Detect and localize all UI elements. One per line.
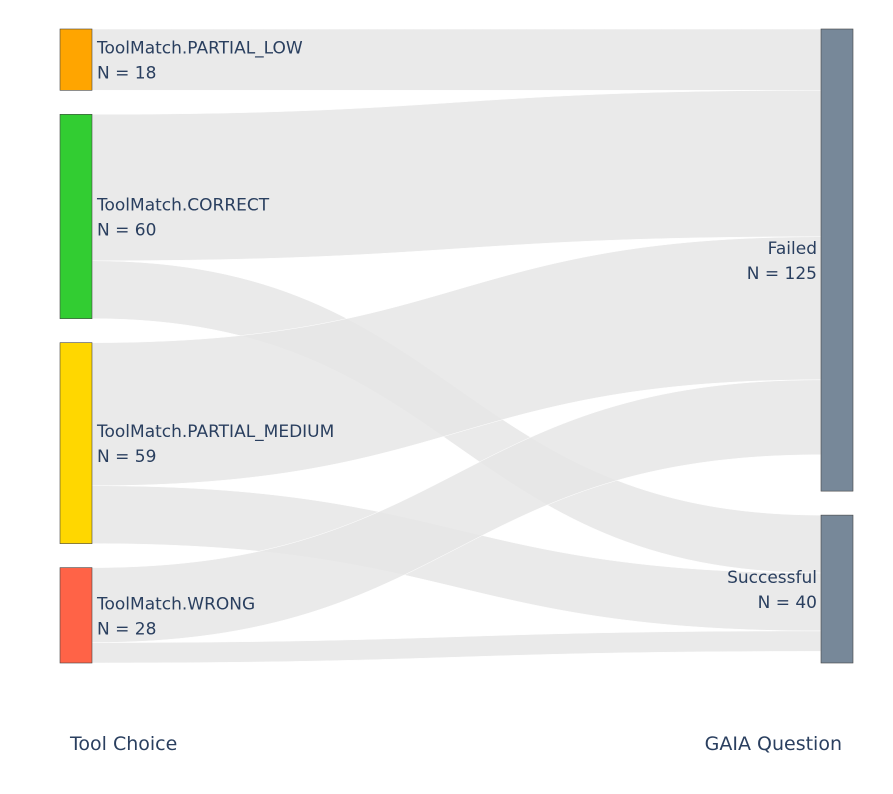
- node-count-successful: N = 40: [758, 593, 817, 613]
- node-count-failed: N = 125: [747, 264, 817, 284]
- node-count-partial_medium: N = 59: [97, 447, 156, 467]
- node-label-successful: Successful: [727, 568, 817, 588]
- node-label-correct: ToolMatch.CORRECT: [96, 195, 270, 215]
- link-correct-to-failed[interactable]: [91, 90, 822, 262]
- node-partial_medium[interactable]: [59, 342, 93, 544]
- node-label-partial_low: ToolMatch.PARTIAL_LOW: [96, 39, 303, 59]
- links-layer: [91, 28, 822, 664]
- node-successful[interactable]: [820, 514, 854, 664]
- labels-layer: ToolMatch.PARTIAL_LOW N = 18 ToolMatch.COR…: [96, 39, 817, 640]
- node-label-wrong: ToolMatch.WRONG: [96, 594, 255, 614]
- node-failed[interactable]: [820, 28, 854, 492]
- left-column-label: Tool Choice: [69, 733, 177, 755]
- node-count-wrong: N = 28: [97, 619, 156, 639]
- node-wrong[interactable]: [59, 567, 93, 664]
- node-label-partial_medium: ToolMatch.PARTIAL_MEDIUM: [96, 422, 334, 442]
- node-partial_low[interactable]: [59, 28, 93, 91]
- node-correct[interactable]: [59, 114, 93, 319]
- nodes-layer: [59, 28, 854, 664]
- right-column-label: GAIA Question: [705, 733, 842, 755]
- node-label-failed: Failed: [768, 239, 817, 259]
- node-count-correct: N = 60: [97, 220, 156, 240]
- node-count-partial_low: N = 18: [97, 64, 156, 84]
